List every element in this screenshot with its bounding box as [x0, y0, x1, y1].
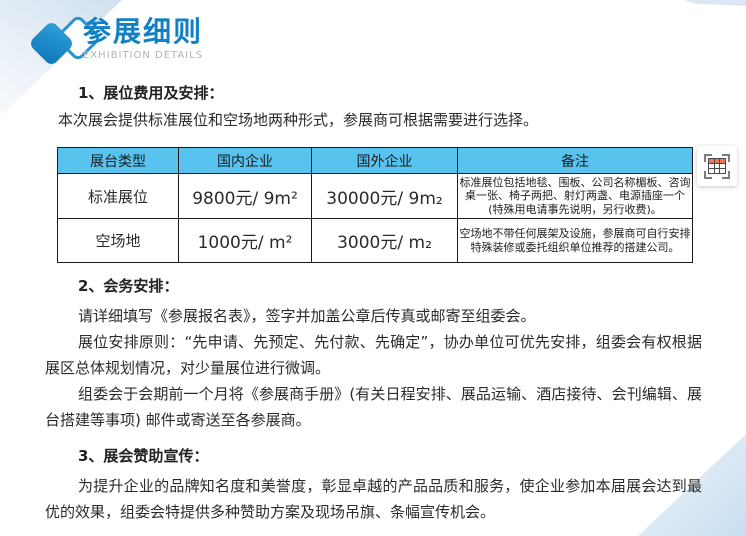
booth-type-cell: 标准展位 [57, 173, 179, 219]
col-header-remark: 备注 [457, 147, 693, 174]
domestic-price-cell: 1000元/ m² [178, 218, 312, 263]
col-header-booth-type: 展台类型 [57, 147, 179, 174]
table-select-icon[interactable] [697, 146, 737, 186]
top-right-sliver [684, 0, 746, 6]
section-3-paragraph: 为提升企业的品牌知名度和美誉度，彰显卓越的产品品质和服务，使企业参加本届展会达到… [45, 477, 702, 521]
section-1-intro: 本次展会提供标准展位和空场地两种形式，参展商可根据需要进行选择。 [58, 111, 539, 129]
selection-brackets [704, 153, 730, 179]
table-row: 标准展位 9800元/ 9m² 30000元/ 9m₂ 标准展位包括地毯、围板、… [57, 173, 693, 219]
section-2-paragraph: 请详细填写《参展报名表》，签字并加盖公章后传真或邮寄至组委会。 [78, 307, 536, 325]
domestic-price-cell: 9800元/ 9m² [178, 173, 312, 219]
section-2-paragraph: 组委会于会期前一个月将《参展商手册》(有关日程安排、展品运输、酒店接待、会刊编辑… [45, 385, 702, 429]
table-header-row: 展台类型 国内企业 国外企业 备注 [57, 147, 693, 174]
page-subtitle: EXHIBITION DETAILS [83, 50, 204, 61]
section-2-heading: 2、会务安排： [78, 277, 179, 295]
page-title: 参展细则 [83, 15, 204, 48]
section-1-heading: 1、展位费用及安排： [78, 84, 224, 102]
foreign-price-cell: 30000元/ 9m₂ [311, 173, 458, 219]
foreign-price-cell: 3000元/ m₂ [311, 218, 458, 263]
remark-cell: 空场地不带任何展架及设施，参展商可自行安排特殊装修或委托组织单位推荐的搭建公司。 [457, 218, 693, 263]
remark-cell: 标准展位包括地毯、围板、公司名称楣板、咨询桌一张、椅子两把、射灯两盏、电源插座一… [457, 173, 693, 219]
document-body: 1、展位费用及安排： 本次展会提供标准展位和空场地两种形式，参展商可根据需要进行… [45, 82, 702, 525]
booth-fee-table: 展台类型 国内企业 国外企业 备注 标准展位 9800元/ 9m² 30000元… [57, 147, 693, 263]
section-2-paragraph: 展位安排原则：“先申请、先预定、先付款、先确定”，协办单位可优先安排，组委会有权… [45, 333, 702, 377]
col-header-domestic: 国内企业 [178, 147, 312, 174]
table-row: 空场地 1000元/ m² 3000元/ m₂ 空场地不带任何展架及设施，参展商… [57, 218, 693, 263]
section-3-heading: 3、展会赞助宣传： [78, 447, 209, 465]
booth-type-cell: 空场地 [57, 218, 179, 263]
col-header-foreign: 国外企业 [311, 147, 458, 174]
page-title-block: 参展细则 EXHIBITION DETAILS [83, 15, 204, 62]
table-grid-icon [708, 158, 726, 174]
